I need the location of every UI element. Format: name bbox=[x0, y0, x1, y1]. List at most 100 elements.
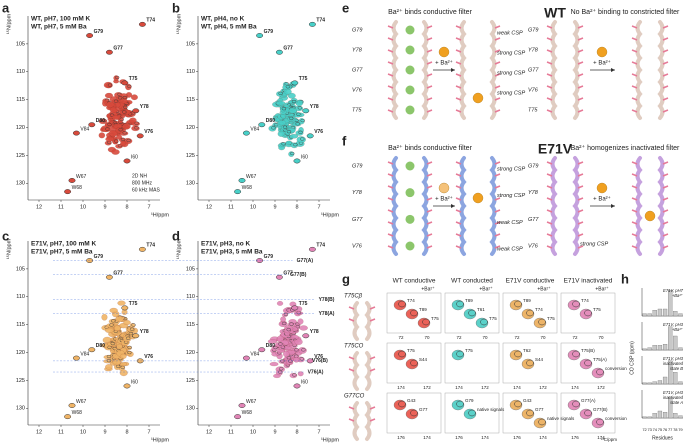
peak-ref bbox=[398, 400, 406, 408]
peak bbox=[68, 178, 76, 183]
peak bbox=[279, 142, 286, 147]
peak-ref bbox=[134, 126, 139, 130]
carbonyl bbox=[546, 49, 553, 53]
peak-label: I60 bbox=[131, 379, 138, 385]
carbonyl bbox=[662, 97, 669, 101]
cell-frame bbox=[502, 292, 558, 334]
peak-label: V76 bbox=[314, 354, 323, 360]
peak-ref bbox=[279, 367, 284, 371]
carbonyl bbox=[387, 97, 394, 101]
filter-strand bbox=[352, 351, 360, 391]
peak-ref bbox=[127, 345, 132, 349]
peak bbox=[297, 318, 304, 325]
filter-strand bbox=[352, 401, 360, 441]
carbonyl bbox=[387, 49, 394, 53]
bar bbox=[678, 381, 683, 385]
peak-ref bbox=[106, 354, 112, 359]
peak bbox=[291, 305, 299, 311]
bar bbox=[657, 345, 663, 351]
peak-ref bbox=[289, 116, 294, 120]
peak-label: T75(B) bbox=[581, 348, 595, 353]
peak bbox=[275, 49, 283, 55]
csp-label: strong CSP bbox=[497, 166, 525, 172]
peak-ref bbox=[572, 350, 580, 358]
residue-label: V76 bbox=[352, 87, 363, 93]
peak bbox=[405, 308, 419, 320]
carbonyl bbox=[494, 173, 501, 177]
peak bbox=[105, 274, 113, 280]
carbonyl bbox=[577, 245, 584, 249]
peak bbox=[234, 189, 242, 195]
peak-ref bbox=[109, 113, 115, 117]
peak-ref bbox=[456, 350, 464, 358]
x-tick-label: 12 bbox=[206, 429, 212, 435]
csp-label: strong CSP bbox=[580, 241, 608, 247]
peak-label: G77 bbox=[419, 407, 428, 412]
y-tick-label: 110 bbox=[186, 69, 195, 75]
peak bbox=[119, 369, 128, 377]
peak bbox=[105, 327, 114, 334]
peak bbox=[120, 361, 128, 367]
carbonyl bbox=[387, 209, 394, 213]
carbonyl bbox=[494, 233, 501, 237]
peak-label: G43 bbox=[523, 398, 532, 403]
carbonyl bbox=[494, 49, 501, 53]
carbonyl bbox=[662, 161, 669, 165]
carbonyl bbox=[631, 161, 638, 165]
k-ion bbox=[405, 188, 415, 198]
x-tick-label: 12 bbox=[206, 204, 212, 210]
carbonyl bbox=[546, 173, 553, 177]
bar bbox=[642, 416, 647, 419]
arrow-head bbox=[611, 204, 615, 208]
x-tick-label: 72 bbox=[398, 335, 404, 340]
x-tick-label: 11 bbox=[228, 429, 234, 435]
filter-strand bbox=[391, 20, 399, 120]
filter-strand bbox=[489, 20, 497, 120]
assignment-label: G77(B) bbox=[290, 272, 307, 278]
carbonyl bbox=[455, 25, 462, 29]
x-tick-label: 11 bbox=[228, 204, 234, 210]
csp-label: weak CSP bbox=[497, 220, 523, 226]
filter-strand bbox=[572, 156, 580, 256]
cell-frame bbox=[560, 342, 616, 384]
carbonyl bbox=[577, 173, 584, 177]
x-tick-label: 7 bbox=[317, 429, 320, 435]
peak bbox=[242, 355, 250, 361]
cell-frame bbox=[502, 342, 558, 384]
k-ion bbox=[405, 241, 415, 251]
bar bbox=[652, 381, 657, 385]
peak bbox=[98, 118, 108, 125]
peak bbox=[138, 21, 146, 27]
carbonyl bbox=[546, 85, 553, 89]
bar bbox=[662, 376, 668, 385]
carbonyl bbox=[369, 418, 376, 422]
carbonyl bbox=[348, 418, 355, 422]
cell-frame bbox=[386, 392, 442, 434]
peak-label: V84 bbox=[80, 126, 89, 132]
column-header: WT conductive bbox=[393, 278, 436, 285]
schematic-subtitle: Ba²⁺ binds conductive filter bbox=[388, 144, 473, 152]
peak bbox=[299, 325, 308, 331]
bar bbox=[673, 413, 678, 419]
x-tick-label: 174 bbox=[597, 435, 605, 440]
carbonyl bbox=[631, 37, 638, 41]
carbonyl bbox=[631, 85, 638, 89]
x-tick-label: 12 bbox=[36, 204, 42, 210]
peak bbox=[521, 358, 535, 370]
y-tick-label: 110 bbox=[16, 69, 25, 75]
carbonyl bbox=[387, 197, 394, 201]
peak bbox=[283, 88, 292, 95]
peak bbox=[567, 399, 581, 411]
carbonyl bbox=[426, 221, 433, 225]
peak bbox=[287, 92, 296, 99]
y-tick-label: 130 bbox=[186, 406, 195, 412]
peak bbox=[451, 299, 465, 311]
carbonyl bbox=[577, 25, 584, 29]
peak-ref bbox=[101, 119, 107, 123]
filter-strand bbox=[459, 20, 467, 120]
k-ion bbox=[405, 105, 415, 115]
filter-strand bbox=[657, 20, 665, 120]
peak-ref bbox=[292, 373, 297, 377]
x-axis-label: ¹H/ppm bbox=[321, 212, 339, 218]
peak-ref bbox=[134, 121, 139, 125]
